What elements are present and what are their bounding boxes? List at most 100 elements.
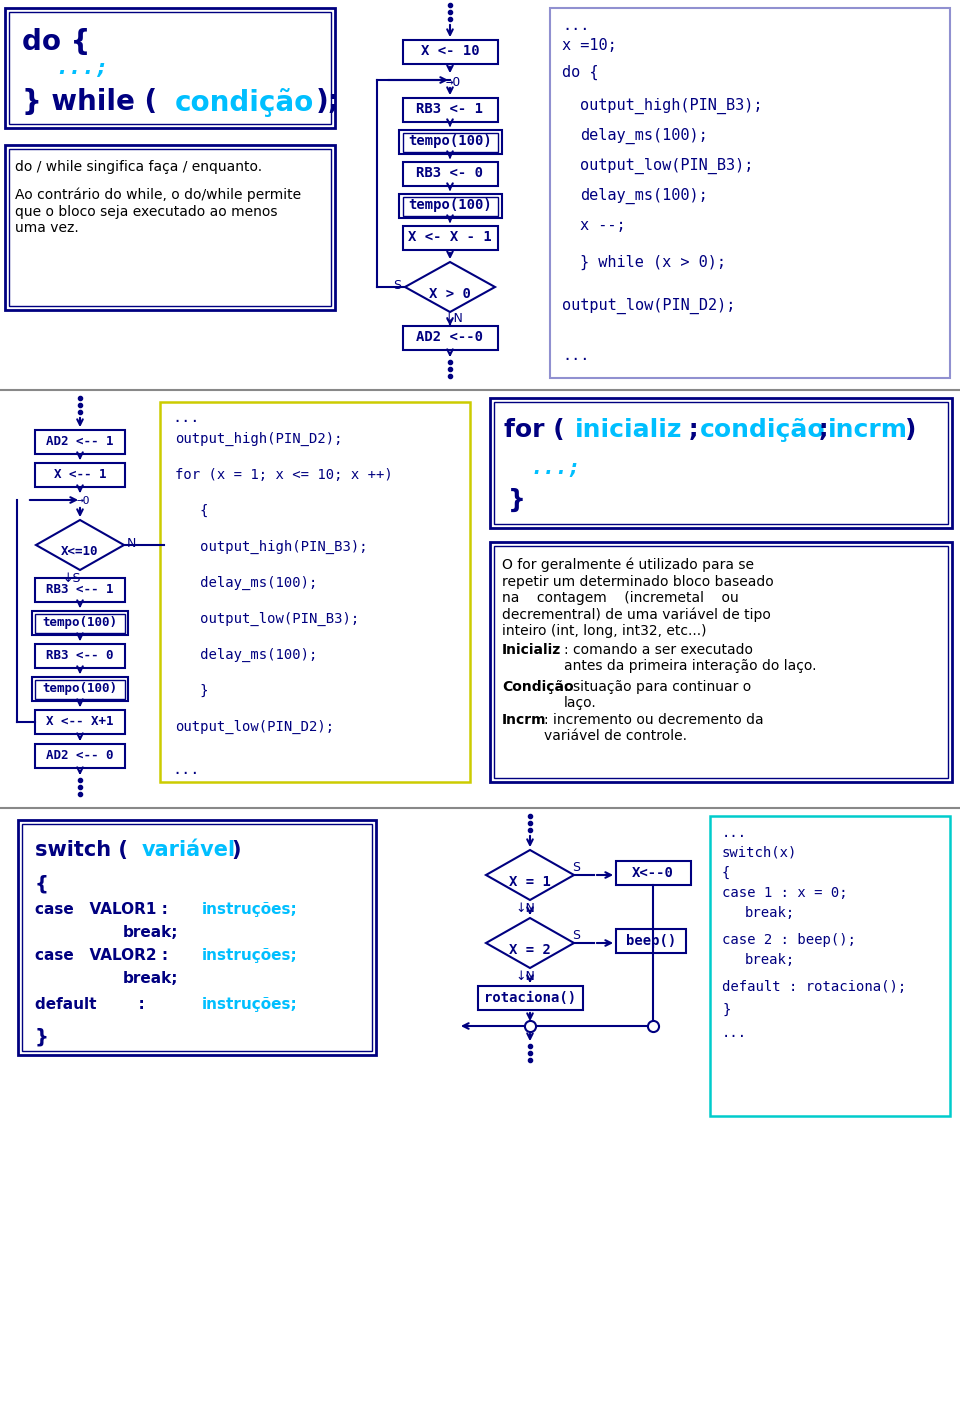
Text: x =10;: x =10; — [562, 38, 616, 54]
Text: break;: break; — [745, 906, 795, 920]
Text: x --;: x --; — [580, 218, 626, 233]
Bar — [9, 11, 331, 124]
Text: } while (: } while ( — [22, 88, 157, 116]
Text: X <- 10: X <- 10 — [420, 44, 479, 58]
Text: incrm: incrm — [828, 418, 908, 442]
Text: variável: variável — [142, 839, 236, 861]
Text: S: S — [572, 928, 580, 942]
Text: →O: →O — [76, 496, 89, 506]
Text: ;: ; — [680, 418, 708, 442]
Bar — [399, 130, 502, 154]
Bar — [490, 398, 952, 528]
Text: case   VALOR2 :: case VALOR2 : — [35, 948, 174, 964]
Text: →O: →O — [445, 76, 461, 89]
Text: rotaciona(): rotaciona() — [484, 991, 576, 1005]
Text: AD2 <--0: AD2 <--0 — [417, 331, 484, 343]
Text: output_high(PIN_D2);: output_high(PIN_D2); — [175, 432, 343, 447]
Bar — [616, 861, 691, 885]
Text: do / while singifica faça / enquanto.: do / while singifica faça / enquanto. — [15, 160, 262, 174]
Bar — [5, 8, 335, 129]
Text: X <-- X+1: X <-- X+1 — [46, 715, 113, 728]
Text: N: N — [127, 537, 136, 550]
Bar — [35, 430, 125, 454]
Text: instruções;: instruções; — [202, 998, 298, 1012]
Bar — [550, 8, 950, 379]
Text: switch(x): switch(x) — [722, 846, 798, 861]
Text: }: } — [508, 487, 526, 512]
Text: case 2 : beep();: case 2 : beep(); — [722, 933, 856, 947]
Text: delay_ms(100);: delay_ms(100); — [580, 129, 708, 144]
Text: output_low(PIN_B3);: output_low(PIN_B3); — [580, 158, 754, 174]
Text: tempo(100): tempo(100) — [42, 682, 117, 695]
Text: tempo(100): tempo(100) — [408, 198, 492, 212]
Text: RB3 <-- 1: RB3 <-- 1 — [46, 584, 113, 596]
Text: inicializ: inicializ — [575, 418, 683, 442]
Text: break;: break; — [745, 952, 795, 966]
Text: RB3 <- 1: RB3 <- 1 — [417, 102, 484, 116]
Text: RB3 <-- 0: RB3 <-- 0 — [46, 649, 113, 663]
Text: AD2 <-- 1: AD2 <-- 1 — [46, 435, 113, 448]
Bar — [399, 194, 502, 218]
Text: AD2 <-- 0: AD2 <-- 0 — [46, 749, 113, 762]
Text: ;: ; — [810, 418, 837, 442]
Polygon shape — [486, 918, 574, 968]
Text: ↓N: ↓N — [516, 901, 535, 916]
Bar — [494, 545, 948, 779]
Text: delay_ms(100);: delay_ms(100); — [175, 577, 318, 591]
Bar — [710, 815, 950, 1116]
Bar — [403, 133, 498, 153]
Text: ...: ... — [562, 348, 589, 363]
Text: instruções;: instruções; — [202, 948, 298, 964]
Polygon shape — [36, 520, 124, 569]
Bar — [494, 403, 948, 524]
Text: X<--0: X<--0 — [632, 866, 674, 880]
Bar — [35, 578, 125, 602]
Bar — [616, 928, 686, 952]
Bar — [403, 196, 498, 216]
Text: X > 0: X > 0 — [429, 287, 471, 301]
Bar — [35, 463, 125, 487]
Text: X<=10: X<=10 — [61, 545, 99, 558]
Text: ...: ... — [722, 827, 747, 839]
Text: : situação para continuar o
laço.: : situação para continuar o laço. — [564, 680, 752, 711]
Bar — [403, 162, 498, 187]
Text: delay_ms(100);: delay_ms(100); — [580, 188, 708, 205]
Text: tempo(100): tempo(100) — [42, 616, 117, 629]
Text: output_low(PIN_D2);: output_low(PIN_D2); — [175, 721, 334, 735]
Bar — [35, 709, 125, 733]
Text: ...;: ...; — [530, 458, 581, 478]
Text: X = 1: X = 1 — [509, 875, 551, 889]
Text: ...: ... — [722, 1026, 747, 1040]
Text: : comando a ser executado
antes da primeira interação do laço.: : comando a ser executado antes da prime… — [564, 643, 817, 673]
Bar — [5, 146, 335, 309]
Text: for (: for ( — [504, 418, 564, 442]
Text: do {: do { — [562, 65, 598, 81]
Polygon shape — [486, 851, 574, 900]
Text: tempo(100): tempo(100) — [408, 134, 492, 148]
Text: ...: ... — [562, 18, 589, 32]
Text: output_low(PIN_B3);: output_low(PIN_B3); — [175, 612, 359, 626]
Bar — [35, 615, 125, 633]
Text: output_high(PIN_B3);: output_high(PIN_B3); — [580, 97, 762, 114]
Text: break;: break; — [123, 926, 179, 940]
Text: break;: break; — [123, 971, 179, 986]
Polygon shape — [405, 261, 495, 312]
Text: instruções;: instruções; — [202, 901, 298, 917]
Text: ...: ... — [172, 410, 200, 425]
Text: Incrm: Incrm — [502, 714, 546, 728]
Bar — [403, 40, 498, 64]
Text: S: S — [393, 278, 401, 292]
Text: ...: ... — [172, 762, 200, 777]
Text: }: } — [35, 1029, 49, 1047]
Bar — [35, 644, 125, 668]
Text: {: { — [35, 875, 49, 894]
Text: default : rotaciona();: default : rotaciona(); — [722, 981, 906, 993]
Text: ...;: ...; — [55, 58, 108, 78]
Bar — [403, 326, 498, 350]
Bar — [22, 824, 372, 1051]
Text: condição: condição — [175, 88, 314, 117]
Text: case 1 : x = 0;: case 1 : x = 0; — [722, 886, 848, 900]
Text: ): ) — [905, 418, 917, 442]
Bar — [478, 986, 583, 1010]
Text: ↓N: ↓N — [516, 969, 535, 983]
